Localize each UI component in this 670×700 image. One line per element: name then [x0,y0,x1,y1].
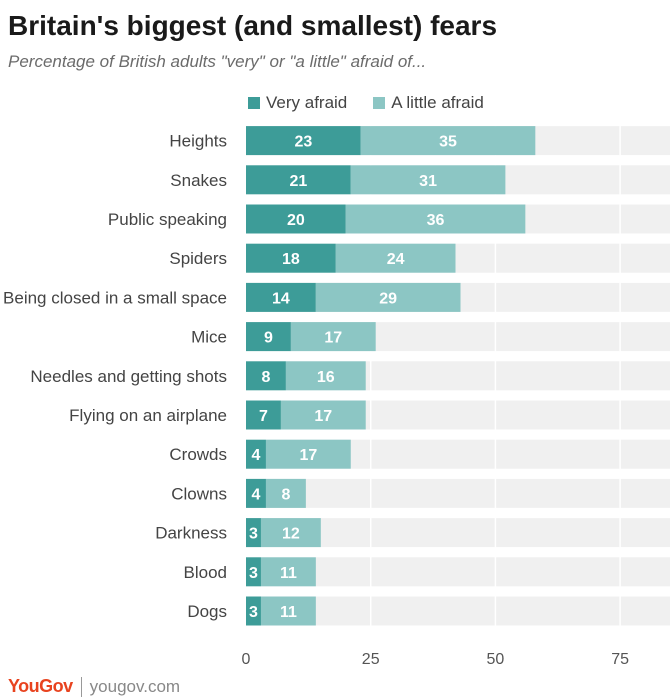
bar-a-little-afraid-public-speaking [345,204,526,234]
category-label-needles-and-getting-shots: Needles and getting shots [30,367,227,386]
bar-very-afraid-being-closed-in-a-small-space [246,282,316,312]
data-label-a-little-afraid-snakes: 31 [419,173,437,190]
bar-very-afraid-flying-on-an-airplane [246,400,281,430]
bar-very-afraid-spiders [246,243,336,273]
footer-divider [80,676,82,697]
bar-very-afraid-dogs [246,596,261,626]
bar-very-afraid-mice [246,322,291,352]
footer-site: yougov.com [89,676,181,696]
bar-a-little-afraid-needles-and-getting-shots [285,361,366,391]
bar-very-afraid-blood [246,557,261,587]
bar-very-afraid-snakes [246,165,351,195]
track-clowns [246,478,670,508]
data-label-a-little-afraid-mice: 17 [324,330,342,347]
legend-item-very-afraid: Very afraid [248,93,347,113]
data-label-very-afraid-crowds: 4 [252,447,261,464]
data-label-a-little-afraid-spiders: 24 [387,251,405,268]
category-label-clowns: Clowns [171,484,227,503]
bar-very-afraid-heights [246,126,361,156]
x-tick-label-0: 0 [242,651,251,668]
data-label-very-afraid-dogs: 3 [249,604,258,621]
data-label-very-afraid-spiders: 18 [282,251,300,268]
legend-label-very-afraid: Very afraid [266,93,348,112]
data-label-a-little-afraid-crowds: 17 [299,447,317,464]
yougov-logo: YouGov [8,676,73,696]
track-blood [246,557,670,587]
bar-a-little-afraid-clowns [265,478,306,508]
bar-a-little-afraid-flying-on-an-airplane [280,400,366,430]
category-label-heights: Heights [169,132,227,151]
legend-item-a-little-afraid: A little afraid [373,93,484,113]
category-label-darkness: Darkness [155,524,227,543]
data-label-a-little-afraid-needles-and-getting-shots: 16 [317,369,335,386]
data-label-a-little-afraid-being-closed-in-a-small-space: 29 [379,290,397,307]
chart-subtitle: Percentage of British adults "very" or "… [8,52,427,71]
data-label-very-afraid-being-closed-in-a-small-space: 14 [272,290,290,307]
legend-label-a-little-afraid: A little afraid [391,93,484,112]
data-label-very-afraid-snakes: 21 [289,173,307,190]
bar-a-little-afraid-crowds [265,439,351,469]
category-label-spiders: Spiders [169,249,227,268]
data-label-very-afraid-public-speaking: 20 [287,212,305,229]
x-tick-label-75: 75 [611,651,629,668]
data-label-very-afraid-mice: 9 [264,330,273,347]
category-label-blood: Blood [184,563,227,582]
bar-very-afraid-crowds [246,439,266,469]
data-label-a-little-afraid-heights: 35 [439,134,457,151]
category-label-dogs: Dogs [187,602,227,621]
data-label-a-little-afraid-darkness: 12 [282,526,300,543]
bar-a-little-afraid-being-closed-in-a-small-space [315,282,461,312]
data-label-very-afraid-flying-on-an-airplane: 7 [259,408,268,425]
bar-very-afraid-needles-and-getting-shots [246,361,286,391]
bar-a-little-afraid-mice [290,322,376,352]
chart-title: Britain's biggest (and smallest) fears [8,10,498,41]
legend-swatch-a-little-afraid [373,97,386,109]
category-label-public-speaking: Public speaking [108,210,227,229]
legend-swatch-very-afraid [248,97,260,109]
category-label-mice: Mice [191,328,227,347]
footer: YouGov yougov.com [8,676,180,697]
data-label-a-little-afraid-public-speaking: 36 [427,212,445,229]
bar-a-little-afraid-heights [360,126,536,156]
data-label-very-afraid-blood: 3 [249,565,258,582]
bar-a-little-afraid-spiders [335,243,456,273]
legend: Very afraid A little afraid [248,93,510,113]
bar-a-little-afraid-darkness [260,518,321,548]
data-label-very-afraid-darkness: 3 [249,526,258,543]
data-label-a-little-afraid-blood: 11 [280,565,297,582]
track-dogs [246,596,670,626]
data-label-very-afraid-needles-and-getting-shots: 8 [261,369,270,386]
data-label-very-afraid-heights: 23 [294,134,312,151]
bar-very-afraid-public-speaking [246,204,346,234]
category-label-being-closed-in-a-small-space: Being closed in a small space [3,288,227,307]
category-label-flying-on-an-airplane: Flying on an airplane [69,406,227,425]
data-label-a-little-afraid-clowns: 8 [281,486,290,503]
data-label-a-little-afraid-dogs: 11 [280,604,297,621]
data-label-very-afraid-clowns: 4 [252,486,261,503]
data-label-a-little-afraid-flying-on-an-airplane: 17 [314,408,332,425]
category-label-snakes: Snakes [170,171,227,190]
category-label-crowds: Crowds [169,445,227,464]
bar-very-afraid-clowns [246,478,266,508]
x-tick-label-50: 50 [487,651,505,668]
x-tick-label-25: 25 [362,651,380,668]
bar-very-afraid-darkness [246,518,261,548]
bar-a-little-afraid-snakes [350,165,506,195]
bar-a-little-afraid-dogs [260,596,316,626]
bar-a-little-afraid-blood [260,557,316,587]
